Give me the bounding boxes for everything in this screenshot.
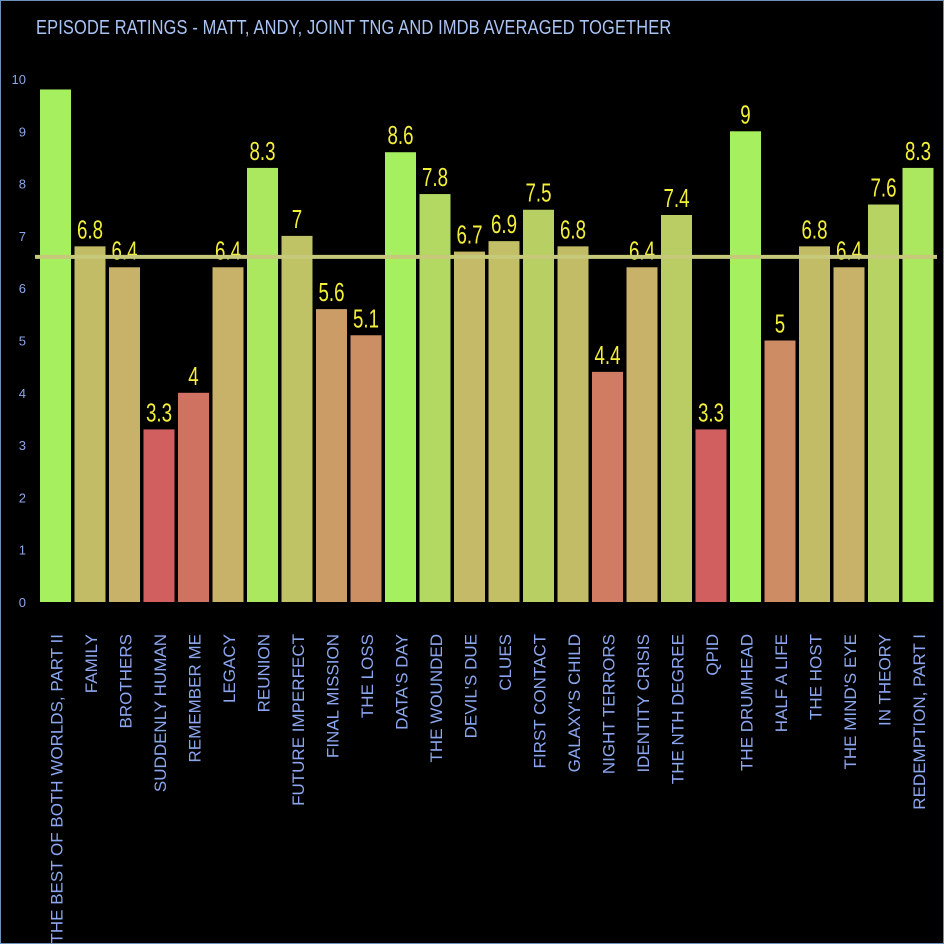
bar (247, 167, 278, 602)
bar (316, 309, 347, 602)
bar (695, 429, 727, 602)
x-tick-label: BROTHERS (117, 634, 136, 728)
x-tick-label: DATA'S DAY (393, 634, 412, 730)
x-tick-label: THE WOUNDED (427, 634, 446, 762)
x-tick-label: REDEMPTION, PART I (910, 634, 929, 810)
x-tick-label: LEGACY (220, 634, 239, 703)
data-label: 6.8 (801, 214, 827, 244)
data-label: 6.8 (77, 214, 103, 244)
bar (281, 235, 313, 602)
bar (557, 246, 589, 603)
x-tick-label: DEVIL'S DUE (462, 634, 481, 738)
x-tick-label: QPID (703, 634, 722, 676)
bar (833, 267, 865, 602)
data-label: 4.4 (594, 340, 620, 370)
bar (764, 340, 796, 602)
data-label: 7.6 (870, 172, 896, 202)
bar (40, 89, 71, 602)
bar (385, 152, 416, 602)
data-label: 6.4 (215, 235, 241, 265)
bar (523, 209, 554, 602)
data-label: 7.8 (422, 162, 448, 192)
bar (178, 392, 209, 602)
data-label: 4 (188, 361, 198, 391)
y-tick-label: 8 (19, 177, 26, 192)
y-tick-label: 1 (19, 543, 26, 558)
y-tick-label: 0 (19, 595, 26, 610)
y-tick-label: 2 (19, 490, 26, 505)
data-label: 6.4 (111, 235, 137, 265)
x-tick-label: FAMILY (82, 634, 101, 693)
y-tick-label: 5 (19, 334, 26, 349)
bar (799, 246, 830, 603)
x-tick-label: REMEMBER ME (186, 634, 205, 762)
data-label: 5 (775, 308, 785, 338)
x-tick-label: THE LOSS (358, 634, 377, 718)
y-tick-label: 9 (19, 124, 26, 139)
bar (454, 251, 485, 602)
data-label: 6.7 (456, 219, 482, 249)
x-tick-label: FUTURE IMPERFECT (289, 634, 308, 806)
data-label: 8.3 (249, 136, 275, 166)
data-label: 7.4 (663, 183, 689, 213)
bar (730, 131, 761, 603)
x-tick-label: THE DRUMHEAD (738, 634, 757, 771)
bar (350, 335, 382, 602)
x-tick-label: FIRST CONTACT (531, 634, 550, 768)
data-label: 8.6 (387, 120, 413, 150)
x-tick-label: THE HOST (807, 634, 826, 720)
x-tick-label: THE NTH DEGREE (669, 634, 688, 784)
x-tick-label: SUDDENLY HUMAN (151, 634, 170, 792)
data-label: 6.4 (836, 235, 862, 265)
y-tick-label: 4 (19, 386, 26, 401)
x-tick-label: NIGHT TERRORS (600, 634, 619, 774)
bar (902, 167, 934, 602)
data-label: 7.5 (525, 178, 551, 208)
data-label: 6.4 (629, 235, 655, 265)
bar (868, 204, 899, 602)
x-tick-label: HALF A LIFE (772, 634, 791, 732)
y-tick-label: 7 (19, 229, 26, 244)
bar (592, 371, 623, 602)
x-tick-label: IDENTITY CRISIS (634, 634, 653, 773)
data-label: 3.3 (146, 397, 172, 427)
x-tick-label: IN THEORY (876, 634, 895, 726)
x-tick-label: GALAXY'S CHILD (565, 634, 584, 772)
data-label: 5.1 (353, 303, 379, 333)
data-label: 6.8 (560, 214, 586, 244)
data-label: 9 (740, 99, 750, 129)
bar (74, 246, 106, 603)
y-tick-label: 6 (19, 281, 26, 296)
x-tick-label: THE BEST OF BOTH WORLDS, PART II (48, 634, 67, 943)
x-tick-label: REUNION (255, 634, 274, 712)
bar (661, 214, 692, 603)
y-tick-label: 10 (12, 72, 26, 87)
x-tick-label: CLUES (496, 634, 515, 691)
chart-title: EPISODE RATINGS - MATT, ANDY, JOINT TNG … (36, 17, 672, 39)
y-tick-label: 3 (19, 438, 26, 453)
data-label: 3.3 (698, 397, 724, 427)
bar (419, 194, 451, 602)
data-label: 6.9 (491, 209, 517, 239)
bar (626, 267, 658, 602)
data-label: 8.3 (905, 136, 931, 166)
bar (143, 429, 175, 602)
bar (109, 267, 140, 602)
bar (488, 241, 520, 602)
x-tick-label: FINAL MISSION (324, 634, 343, 758)
bar (212, 267, 244, 602)
x-tick-label: THE MIND'S EYE (841, 634, 860, 770)
data-label: 5.6 (318, 277, 344, 307)
data-label: 7 (292, 204, 302, 234)
